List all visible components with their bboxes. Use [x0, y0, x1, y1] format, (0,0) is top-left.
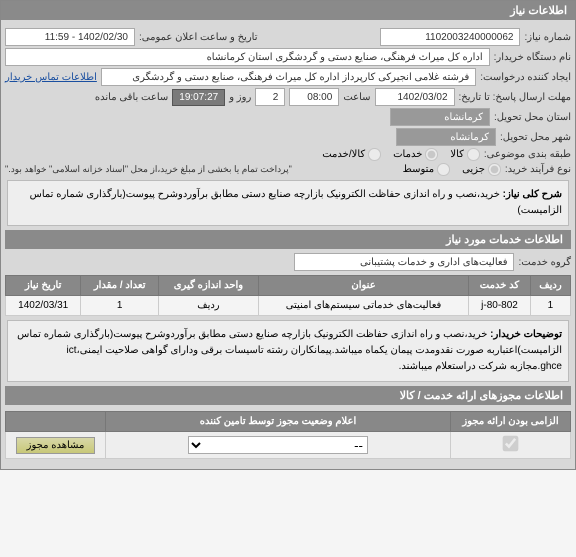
- buyer-label: نام دستگاه خریدار:: [494, 52, 571, 63]
- col-unit: واحد اندازه گیری: [158, 276, 258, 296]
- buyer-value: اداره کل میراث فرهنگی، صنایع دستی و گردش…: [5, 48, 490, 66]
- deadline-label: مهلت ارسال پاسخ: تا تاریخ:: [459, 92, 571, 103]
- city-label: شهر محل تحویل:: [500, 132, 571, 143]
- cell-code: j-80-802: [469, 296, 531, 316]
- services-table: ردیف کد خدمت عنوان واحد اندازه گیری تعدا…: [5, 275, 571, 316]
- panel-body: شماره نیاز: 1102003240000062 تاریخ و ساع…: [1, 20, 575, 469]
- permit-row: -- مشاهده مجوز: [6, 432, 571, 459]
- deadline-time: 08:00: [289, 88, 339, 106]
- col-row: ردیف: [530, 276, 570, 296]
- buy-type-radios: جزیی متوسط: [403, 163, 501, 176]
- permit-col-req: الزامی بودن ارائه مجوز: [451, 412, 571, 432]
- payment-note: "پرداخت تمام یا بخشی از مبلغ خرید،از محل…: [5, 164, 292, 175]
- radio-motevasset[interactable]: متوسط: [403, 163, 450, 176]
- days-label: روز و: [229, 92, 251, 103]
- info-panel: اطلاعات نیاز شماره نیاز: 110200324000006…: [0, 0, 576, 470]
- remaining-label: ساعت باقی مانده: [95, 92, 168, 103]
- cell-date: 1402/03/31: [6, 296, 81, 316]
- permit-status-select[interactable]: --: [188, 436, 368, 454]
- buy-type-label: نوع فرآیند خرید:: [505, 164, 571, 175]
- radio-kala[interactable]: کالا: [450, 148, 480, 161]
- service-group-label: گروه خدمت:: [518, 257, 571, 268]
- permit-action-cell: مشاهده مجوز: [6, 432, 106, 459]
- view-permit-button[interactable]: مشاهده مجوز: [16, 437, 96, 454]
- need-no-value: 1102003240000062: [380, 28, 520, 46]
- permits-header: اطلاعات مجوزهای ارائه خدمت / کالا: [5, 386, 571, 405]
- col-date: تاریخ نیاز: [6, 276, 81, 296]
- province-value: کرمانشاه: [390, 108, 490, 126]
- permit-status-cell: --: [106, 432, 451, 459]
- radio-khadamat[interactable]: خدمات: [393, 148, 438, 161]
- subject-type-label: طبقه بندی موضوعی:: [484, 149, 571, 160]
- subject-type-radios: کالا خدمات کالا/خدمت: [322, 148, 480, 161]
- cell-row: 1: [530, 296, 570, 316]
- col-code: کد خدمت: [469, 276, 531, 296]
- desc-title-label: شرح کلی نیاز:: [503, 189, 562, 200]
- permits-table: الزامی بودن ارائه مجوز اعلام وضعیت مجوز …: [5, 411, 571, 459]
- buyer-notes-box: توضیحات خریدار: خرید،نصب و راه اندازی حف…: [7, 320, 569, 382]
- creator-value: فرشته غلامی انجیرکی کارپرداز اداره کل می…: [101, 68, 476, 86]
- cell-title: فعالیت‌های خدماتی سیستم‌های امنیتی: [258, 296, 468, 316]
- need-description-box: شرح کلی نیاز: خرید،نصب و راه اندازی حفاظ…: [7, 180, 569, 226]
- permit-col-action: [6, 412, 106, 432]
- deadline-date: 1402/03/02: [375, 88, 455, 106]
- days-value: 2: [255, 88, 285, 106]
- contact-link[interactable]: اطلاعات تماس خریدار: [5, 72, 97, 83]
- countdown: 19:07:27: [172, 89, 225, 106]
- desc-title-text: خرید،نصب و راه اندازی حفاظت الکترونیک با…: [30, 189, 562, 216]
- time-label: ساعت: [343, 92, 370, 103]
- permit-required-checkbox[interactable]: [503, 436, 519, 452]
- province-label: استان محل تحویل:: [494, 112, 571, 123]
- services-header: اطلاعات خدمات مورد نیاز: [5, 230, 571, 249]
- public-date-value: 1402/02/30 - 11:59: [5, 28, 135, 46]
- permit-required-cell: [451, 432, 571, 459]
- radio-jozi[interactable]: جزیی: [462, 163, 501, 176]
- radio-both[interactable]: کالا/خدمت: [322, 148, 381, 161]
- city-value: کرمانشاه: [396, 128, 496, 146]
- creator-label: ایجاد کننده درخواست:: [480, 72, 571, 83]
- notes-label: توضیحات خریدار:: [490, 329, 562, 340]
- cell-qty: 1: [81, 296, 158, 316]
- notes-text: خرید،نصب و راه اندازی حفاظت الکترونیک با…: [17, 329, 562, 372]
- panel-title: اطلاعات نیاز: [1, 1, 575, 20]
- public-date-label: تاریخ و ساعت اعلان عمومی:: [139, 32, 258, 43]
- table-row: 1 j-80-802 فعالیت‌های خدماتی سیستم‌های ا…: [6, 296, 571, 316]
- col-qty: تعداد / مقدار: [81, 276, 158, 296]
- service-group-value: فعالیت‌های اداری و خدمات پشتیبانی: [294, 253, 514, 271]
- need-no-label: شماره نیاز:: [524, 32, 571, 43]
- cell-unit: ردیف: [158, 296, 258, 316]
- permit-col-status: اعلام وضعیت مجوز توسط تامین کننده: [106, 412, 451, 432]
- col-title: عنوان: [258, 276, 468, 296]
